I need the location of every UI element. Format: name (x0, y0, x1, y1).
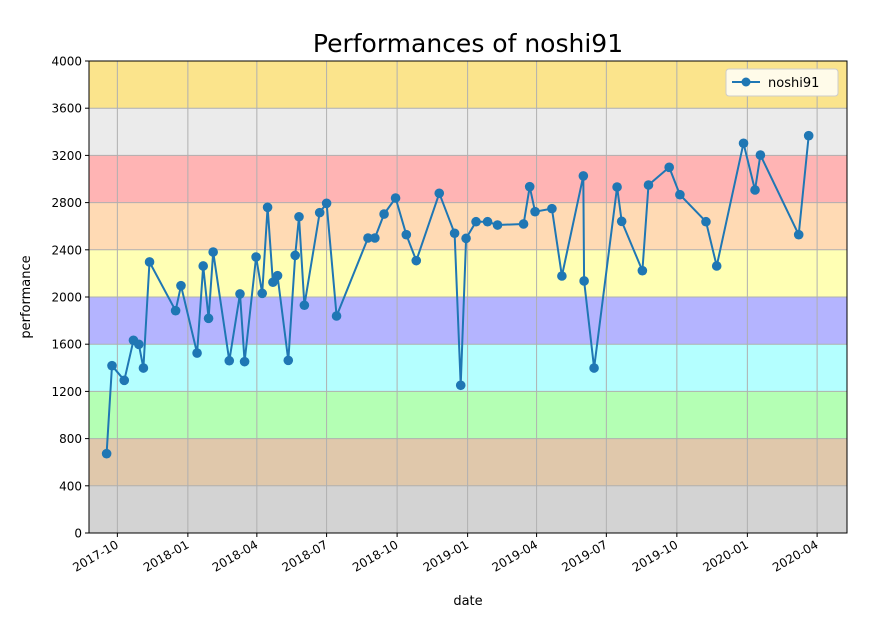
data-point (299, 300, 310, 311)
data-point (176, 280, 186, 291)
data-point (138, 363, 149, 373)
x-axis-label: date (453, 594, 482, 609)
chart-title: Performances of noshi91 (313, 29, 623, 58)
x-tick-label: 2018-10 (350, 537, 400, 574)
data-point (461, 233, 471, 244)
y-tick-label: 400 (59, 479, 82, 493)
data-point (455, 380, 466, 391)
data-point (803, 130, 814, 141)
data-point (589, 363, 599, 373)
legend-label: noshi91 (768, 76, 819, 91)
legend: noshi91 (725, 68, 839, 97)
data-point (314, 207, 325, 218)
data-point (321, 198, 332, 209)
data-point (524, 181, 535, 192)
y-tick-label: 1200 (51, 385, 82, 399)
data-point (701, 216, 711, 227)
data-point (331, 311, 342, 321)
data-point (235, 289, 245, 299)
data-point (738, 138, 749, 149)
series-line (105, 135, 810, 454)
data-point (471, 216, 481, 227)
data-point (578, 171, 589, 181)
data-point (616, 216, 627, 227)
data-point (239, 356, 250, 367)
data-point (793, 229, 804, 240)
x-tick-label: 2018-04 (210, 537, 260, 574)
data-point (283, 355, 294, 366)
y-tick-label: 0 (74, 527, 82, 541)
data-point (518, 219, 529, 229)
data-point (755, 150, 766, 160)
data-point (547, 203, 557, 214)
data-point (492, 220, 503, 230)
data-point (557, 271, 567, 281)
data-point (294, 211, 304, 222)
legend-marker (741, 77, 751, 87)
data-point (134, 339, 144, 350)
data-point (262, 202, 273, 213)
data-point (643, 180, 654, 190)
y-axis-label: performance (19, 255, 34, 338)
x-tick-label: 2017-10 (70, 537, 120, 574)
x-axis: 2017-10 2018-01 2018-04 2018-07 2018-10 2019-… (70, 533, 821, 575)
data-point (107, 360, 117, 371)
data-point (379, 209, 389, 219)
y-tick-label: 2800 (51, 196, 82, 210)
data-point (208, 247, 218, 257)
data-point (224, 355, 235, 366)
legend-box (725, 68, 839, 97)
x-tick-label: 2020-01 (700, 537, 750, 574)
data-point (203, 313, 214, 324)
y-axis: 0 400 800 1200 1600 2000 2400 2800 3200 3600 4000 (51, 55, 89, 541)
data-point (579, 276, 589, 286)
data-point (192, 348, 202, 358)
data-point (664, 162, 674, 173)
data-point (257, 288, 268, 299)
data-point (750, 185, 760, 195)
data-point (449, 228, 460, 239)
data-point (411, 255, 422, 266)
x-tick-label: 2019-07 (559, 537, 609, 574)
data-point (272, 270, 283, 281)
y-tick-label: 1600 (51, 338, 82, 352)
data-point (530, 206, 540, 217)
x-tick-label: 2018-01 (141, 537, 191, 574)
y-tick-label: 2400 (51, 243, 82, 257)
x-tick-label: 2018-07 (280, 537, 330, 574)
data-point (637, 265, 648, 276)
x-tick-label: 2019-10 (630, 537, 680, 574)
data-point (711, 261, 722, 271)
x-tick-label: 2020-04 (770, 537, 820, 574)
data-point (401, 229, 412, 240)
data-point (434, 188, 445, 199)
data-point (144, 257, 155, 267)
x-tick-label: 2019-01 (421, 537, 471, 574)
data-point (363, 233, 373, 243)
series-layer (101, 130, 814, 459)
data-point (119, 375, 130, 386)
data-point (370, 233, 380, 243)
data-point (390, 193, 401, 203)
y-tick-label: 800 (59, 432, 82, 446)
data-point (101, 448, 112, 459)
y-tick-label: 4000 (51, 55, 82, 69)
data-point (612, 182, 622, 192)
data-point (290, 250, 300, 261)
y-tick-label: 3600 (51, 102, 82, 116)
y-tick-label: 2000 (51, 291, 82, 305)
data-point (675, 189, 685, 200)
data-point (251, 252, 261, 262)
x-tick-label: 2019-04 (490, 537, 540, 574)
y-tick-label: 3200 (51, 149, 82, 163)
data-point (170, 305, 181, 316)
data-point (482, 216, 493, 227)
data-point (198, 261, 208, 271)
